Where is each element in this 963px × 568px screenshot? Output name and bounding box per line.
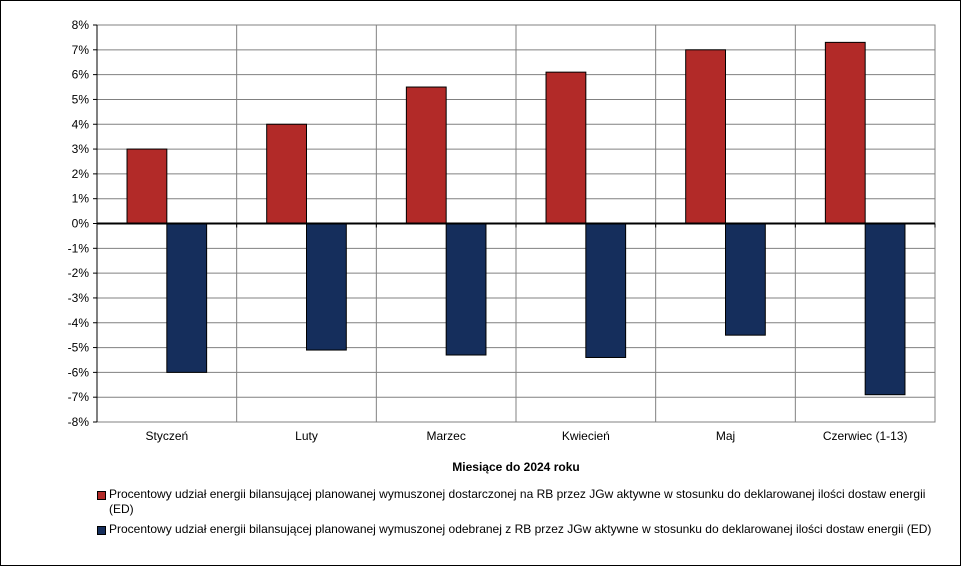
x-tick-label: Styczeń xyxy=(145,429,188,443)
x-tick-label: Kwiecień xyxy=(562,429,610,443)
bar-received-5 xyxy=(864,223,906,396)
y-tick-label: -6% xyxy=(68,365,90,379)
x-tick-labels: Styczeń Luty Marzec Kwiecień Maj Czerwiec (1-… xyxy=(145,429,907,443)
bar-chart: 8% 7% 6% 5% 4% 3% 2% 1% 0% -1% -2% -3% -4% -5% -6% -7% -… xyxy=(68,18,936,474)
legend-label-delivered: Procentowy udział energii bilansującej p… xyxy=(109,487,926,516)
y-tick-label: 2% xyxy=(72,167,90,181)
y-tick-label: -5% xyxy=(68,341,90,355)
x-axis-title: Miesiące do 2024 roku xyxy=(452,460,579,474)
x-tick-label: Maj xyxy=(716,429,735,443)
y-tick-label: 8% xyxy=(72,18,90,32)
legend-item-delivered: Procentowy udział energii bilansującej p… xyxy=(97,487,937,517)
y-tick-label: 4% xyxy=(72,117,90,131)
y-tick-label: -7% xyxy=(68,390,90,404)
bar-received-2 xyxy=(445,223,487,356)
y-tick-label: -2% xyxy=(68,266,90,280)
y-tick-label: -1% xyxy=(68,241,90,255)
legend-swatch-delivered xyxy=(97,491,106,500)
bar-delivered-0 xyxy=(126,148,168,224)
bar-received-0 xyxy=(166,223,208,373)
legend-label-received: Procentowy udział energii bilansującej p… xyxy=(109,522,932,536)
y-tick-label: 5% xyxy=(72,92,90,106)
bars xyxy=(126,41,906,396)
bar-received-1 xyxy=(306,223,347,351)
bar-delivered-4 xyxy=(685,49,727,224)
y-tick-label: 0% xyxy=(72,217,90,231)
y-tick-label: 1% xyxy=(72,192,90,206)
bar-received-4 xyxy=(725,223,766,336)
x-tick-label: Marzec xyxy=(426,429,465,443)
y-tick-label: -3% xyxy=(68,291,90,305)
y-tick-label: 6% xyxy=(72,68,90,82)
bar-delivered-5 xyxy=(824,41,866,225)
y-tick-labels: 8% 7% 6% 5% 4% 3% 2% 1% 0% -1% -2% -3% -4% -5% -6% -7% -… xyxy=(68,18,90,429)
y-tick-label: 3% xyxy=(72,142,90,156)
y-tick-label: 7% xyxy=(72,43,90,57)
y-tick-label: -8% xyxy=(68,415,90,429)
bar-delivered-2 xyxy=(405,86,447,224)
x-tick-label: Luty xyxy=(295,429,318,443)
y-tick-label: -4% xyxy=(68,316,90,330)
x-tick-label: Czerwiec (1-13) xyxy=(823,429,908,443)
legend-swatch-received xyxy=(97,526,106,535)
axes xyxy=(93,24,936,423)
bar-delivered-1 xyxy=(266,123,308,224)
legend-item-received: Procentowy udział energii bilansującej p… xyxy=(97,522,937,537)
bar-received-3 xyxy=(585,223,627,358)
legend: Procentowy udział energii bilansującej p… xyxy=(97,487,937,542)
bar-delivered-3 xyxy=(545,71,587,224)
